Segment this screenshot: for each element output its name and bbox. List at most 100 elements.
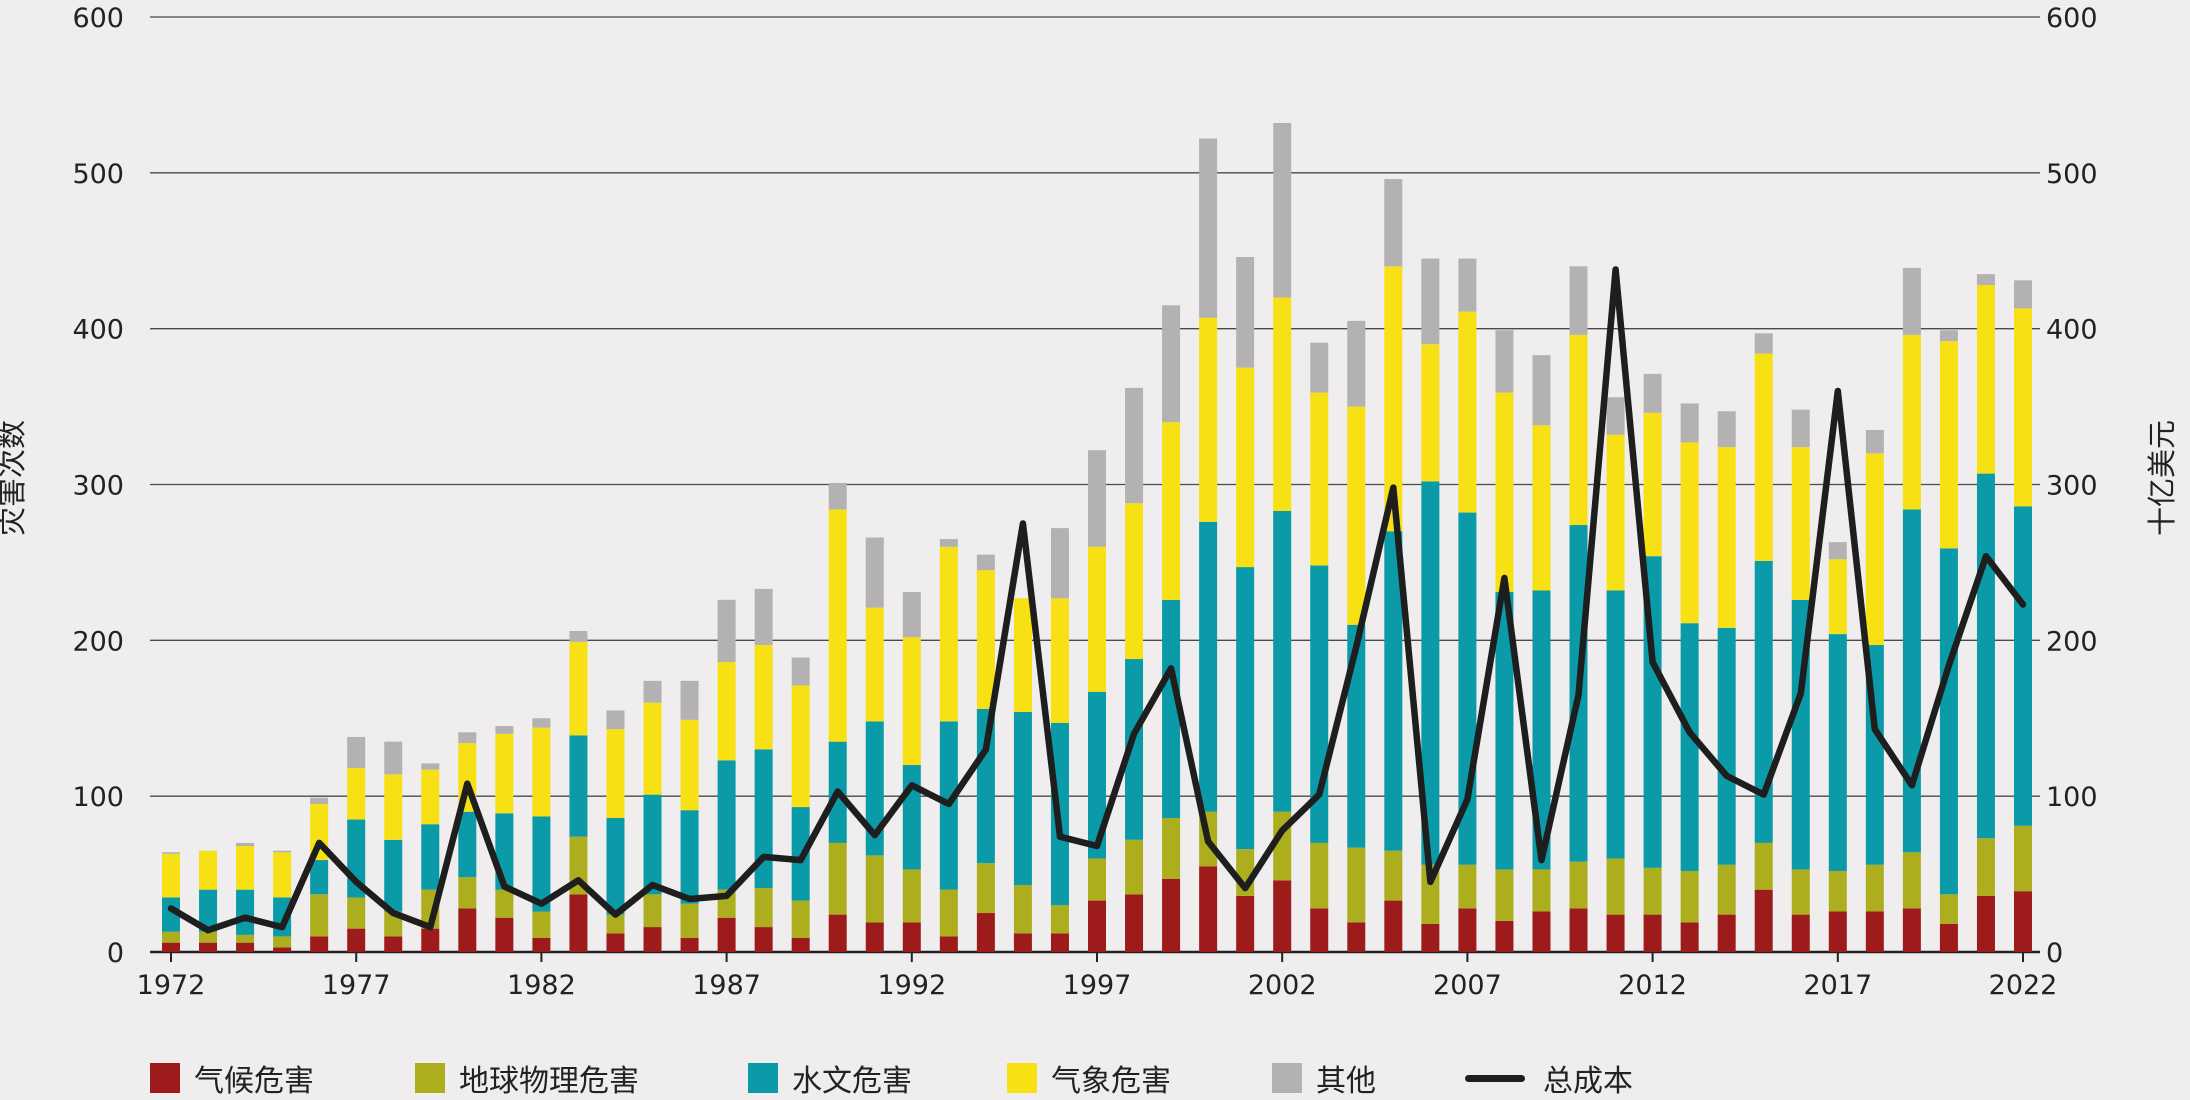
x-tick-label: 1992 xyxy=(877,970,946,1001)
bar-segment xyxy=(1384,179,1403,267)
x-tick-label: 1987 xyxy=(692,970,761,1001)
bar-segment xyxy=(1421,258,1440,345)
bar-segment xyxy=(458,877,477,909)
bar-segment xyxy=(1236,567,1255,850)
bar-segment xyxy=(421,769,440,825)
x-tick-label: 2017 xyxy=(1803,970,1872,1001)
y-tick-label: 500 xyxy=(72,159,124,190)
x-tick-label: 1997 xyxy=(1063,970,1132,1001)
y-tick-label: 100 xyxy=(72,782,124,813)
bar-segment xyxy=(1828,911,1847,952)
y2-tick-label: 200 xyxy=(2046,626,2098,657)
bar-segment xyxy=(865,607,884,722)
bar-segment xyxy=(717,760,736,890)
bar-segment xyxy=(1088,900,1106,952)
bar-segment xyxy=(1013,598,1032,713)
bar-segment xyxy=(1791,409,1810,448)
bar-segment xyxy=(717,662,736,761)
bar-segment xyxy=(1384,531,1403,851)
bar-segment xyxy=(1606,397,1625,435)
legend-swatch xyxy=(1272,1063,1302,1093)
bar-segment xyxy=(421,824,440,890)
bar-segment xyxy=(1569,908,1588,952)
bar-segment xyxy=(2014,825,2032,892)
bar-segment xyxy=(384,839,403,912)
bar-segment xyxy=(680,680,699,720)
bar-segment xyxy=(1273,510,1292,812)
bar-segment xyxy=(1717,864,1736,915)
bar-segment xyxy=(939,889,958,937)
bar-segment xyxy=(1532,911,1551,952)
bar-segment xyxy=(791,657,810,686)
bar-segment xyxy=(569,641,588,736)
bar-segment xyxy=(1680,922,1699,952)
bar-segment xyxy=(791,937,810,952)
bar-segment xyxy=(1902,852,1921,909)
bar-segment xyxy=(1347,624,1366,848)
bar-segment xyxy=(1865,911,1884,952)
bar-segment xyxy=(865,537,884,608)
bar-segment xyxy=(1643,412,1662,557)
bar-segment xyxy=(1495,392,1514,593)
bar-segment xyxy=(865,855,884,923)
bar-segment xyxy=(1495,920,1514,952)
bar-segment xyxy=(1976,838,1995,896)
bar-segment xyxy=(1717,914,1736,952)
legend-item: 地球物理危害 xyxy=(415,1062,639,1099)
x-tick-label: 2002 xyxy=(1248,970,1317,1001)
bar-segment xyxy=(384,741,403,775)
bar-segment xyxy=(1013,884,1032,934)
bar-segment xyxy=(1347,847,1366,923)
bar-segment xyxy=(717,599,736,663)
bar-segment xyxy=(1939,548,1958,895)
bar-segment xyxy=(236,934,255,943)
bar-segment xyxy=(347,768,366,820)
y2-tick-label: 400 xyxy=(2046,315,2098,346)
bar-segment xyxy=(1162,305,1181,423)
bar-segment xyxy=(1384,850,1403,901)
bar-segment xyxy=(1865,453,1884,646)
legend: 气候危害 地球物理危害 水文危害 气象危害 其他 总成本 xyxy=(0,1050,2190,1099)
bar-segment xyxy=(458,908,477,952)
bar-segment xyxy=(2014,308,2032,507)
bar-segment xyxy=(828,914,847,952)
bar-segment xyxy=(1199,521,1218,812)
bar-segment xyxy=(828,842,847,915)
bar-segment xyxy=(1606,434,1625,591)
bar-segment xyxy=(939,539,958,547)
bar-segment xyxy=(236,846,255,890)
bar-segment xyxy=(1754,842,1773,890)
bar-segment xyxy=(606,710,625,730)
bar-segment xyxy=(1125,387,1144,504)
bar-segment xyxy=(1680,403,1699,443)
bar-segment xyxy=(1717,447,1736,628)
bar-segment xyxy=(754,749,773,889)
bar-segment xyxy=(1421,481,1440,865)
y-tick-label: 300 xyxy=(72,471,124,502)
bar-segment xyxy=(384,774,403,840)
bar-segment xyxy=(1828,870,1847,912)
bar-segment xyxy=(1532,869,1551,912)
bar-segment xyxy=(1680,442,1699,624)
legend-line-swatch xyxy=(1465,1074,1525,1082)
y-tick-label: 400 xyxy=(72,315,124,346)
bar-segment xyxy=(865,721,884,856)
total-cost-line xyxy=(167,266,2027,934)
bar-segment xyxy=(939,546,958,722)
bar-segment xyxy=(1976,274,1995,286)
legend-label: 地球物理危害 xyxy=(459,1064,639,1099)
bar-segment xyxy=(1199,866,1218,952)
bar-segment xyxy=(532,727,551,817)
bar-segment xyxy=(199,942,218,952)
bar-segment xyxy=(1939,894,1958,924)
bar-segment xyxy=(976,570,995,709)
bar-segment xyxy=(1125,659,1144,840)
bar-segment xyxy=(606,729,625,818)
y2-tick-label: 0 xyxy=(2046,938,2063,969)
bar-segment xyxy=(643,894,662,928)
bar-segment xyxy=(1310,342,1329,393)
bar-segment xyxy=(1569,334,1588,526)
legend-label: 总成本 xyxy=(1543,1064,1633,1099)
bar-segment xyxy=(976,913,995,952)
